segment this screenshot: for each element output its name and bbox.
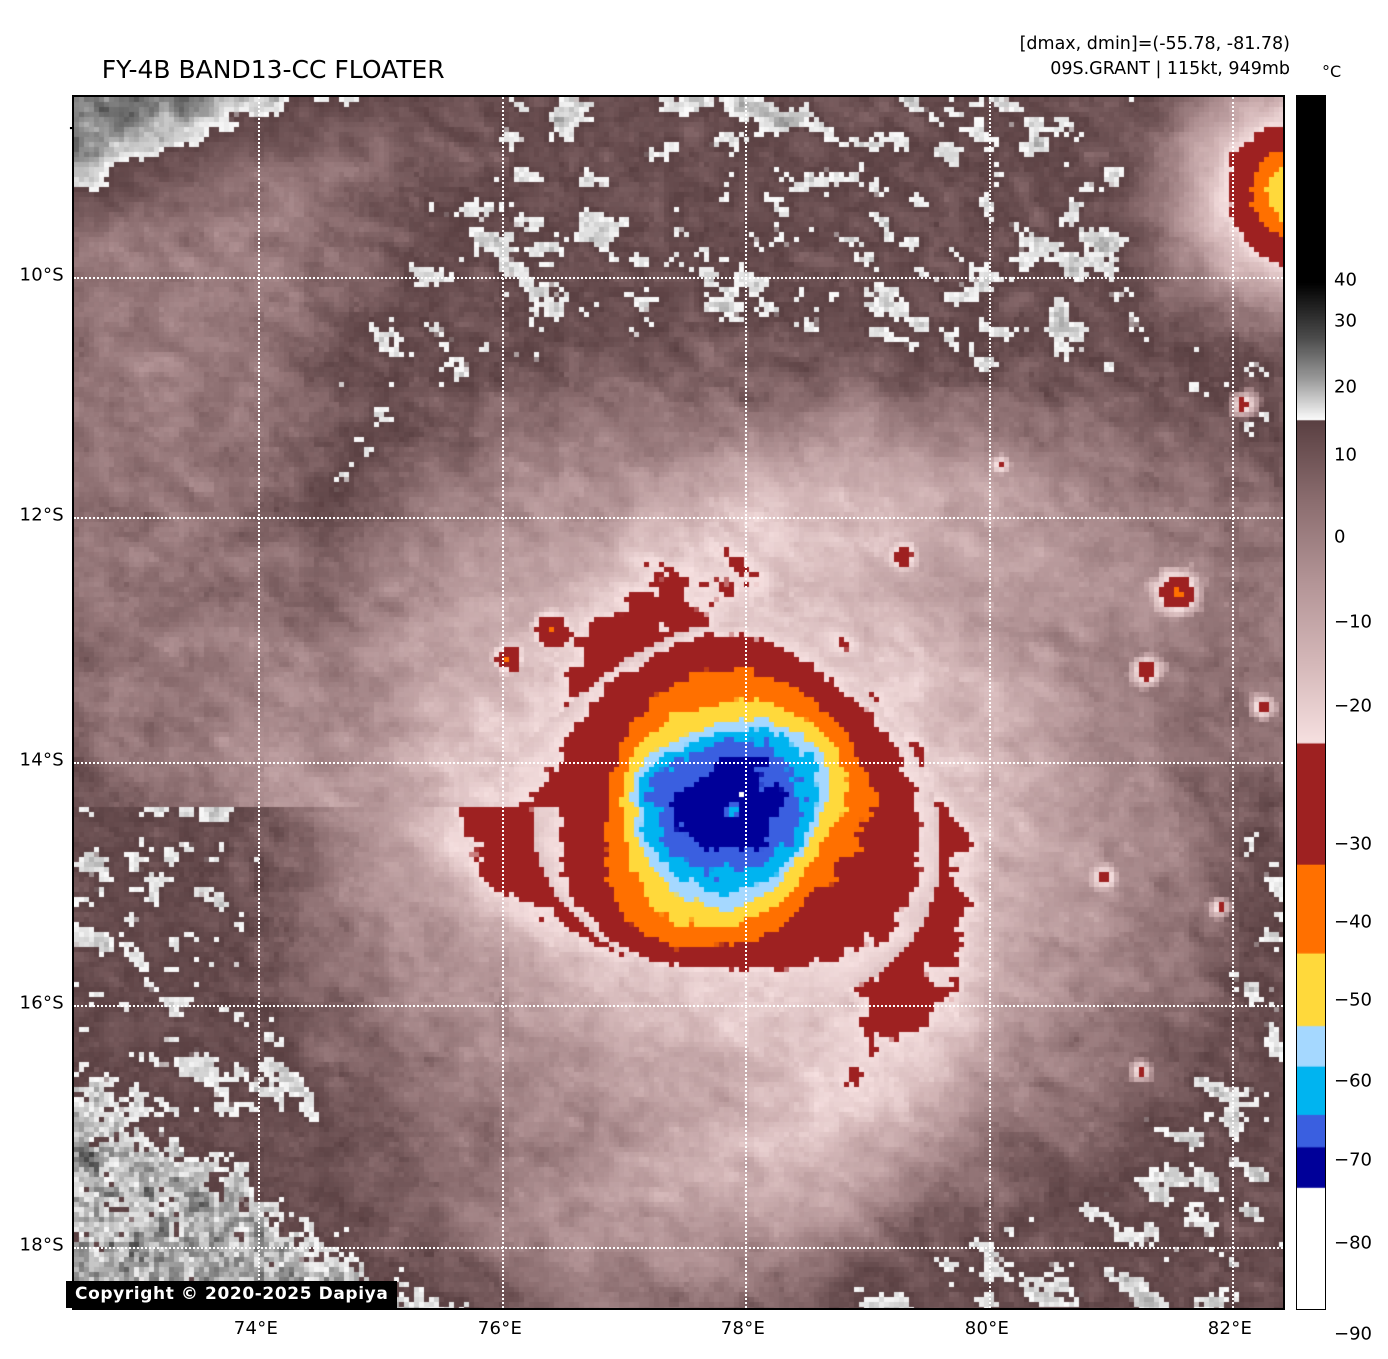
colorbar-tick-label: 10 bbox=[1334, 444, 1357, 466]
longitude-tick-label: 82°E bbox=[1207, 1318, 1253, 1339]
storm-info-label: 09S.GRANT | 115kt, 949mb bbox=[1050, 59, 1290, 80]
colorbar-tick-label: −90 bbox=[1334, 1323, 1372, 1345]
colorbar-tick-label: 0 bbox=[1334, 526, 1346, 548]
colorbar-tick-label: −40 bbox=[1334, 911, 1372, 933]
copyright-watermark: Copyright © 2020-2025 Dapiya bbox=[66, 1281, 398, 1308]
latitude-tick-label: 16°S bbox=[19, 992, 64, 1014]
temperature-colorbar[interactable] bbox=[1296, 95, 1326, 1310]
colorbar-unit-label: °C bbox=[1322, 62, 1342, 81]
colorbar-tick-label: 20 bbox=[1334, 376, 1357, 398]
colorbar-tick-label: −30 bbox=[1334, 833, 1372, 855]
page-title: FY-4B BAND13-CC FLOATER bbox=[101, 55, 445, 85]
data-minmax-label: [dmax, dmin]=(-55.78, -81.78) bbox=[1019, 34, 1290, 54]
colorbar-tick-label: −20 bbox=[1334, 695, 1372, 717]
colorbar-gradient bbox=[1297, 96, 1325, 1309]
colorbar-tick-label: −60 bbox=[1334, 1070, 1372, 1092]
latitude-tick-label: 12°S bbox=[19, 504, 64, 526]
colorbar-tick-label: −80 bbox=[1334, 1232, 1372, 1254]
colorbar-tick-label: 30 bbox=[1334, 310, 1357, 332]
longitude-tick-label: 78°E bbox=[720, 1318, 766, 1339]
latitude-tick-label: 14°S bbox=[19, 749, 64, 771]
infrared-satellite-raster bbox=[74, 97, 1283, 1308]
colorbar-tick-label: −10 bbox=[1334, 611, 1372, 633]
colorbar-tick-label: −50 bbox=[1334, 989, 1372, 1011]
longitude-tick-label: 76°E bbox=[477, 1318, 523, 1339]
satellite-image-plot[interactable] bbox=[72, 95, 1285, 1310]
header-metadata-block: [dmax, dmin]=(-55.78, -81.78) 09S.GRANT … bbox=[1020, 32, 1290, 83]
latitude-tick-label: 18°S bbox=[19, 1234, 64, 1256]
latitude-tick-label: 10°S bbox=[19, 264, 64, 286]
longitude-tick-label: 80°E bbox=[964, 1318, 1010, 1339]
colorbar-tick-label: 40 bbox=[1334, 269, 1357, 291]
colorbar-tick-label: −70 bbox=[1334, 1149, 1372, 1171]
longitude-tick-label: 74°E bbox=[233, 1318, 279, 1339]
